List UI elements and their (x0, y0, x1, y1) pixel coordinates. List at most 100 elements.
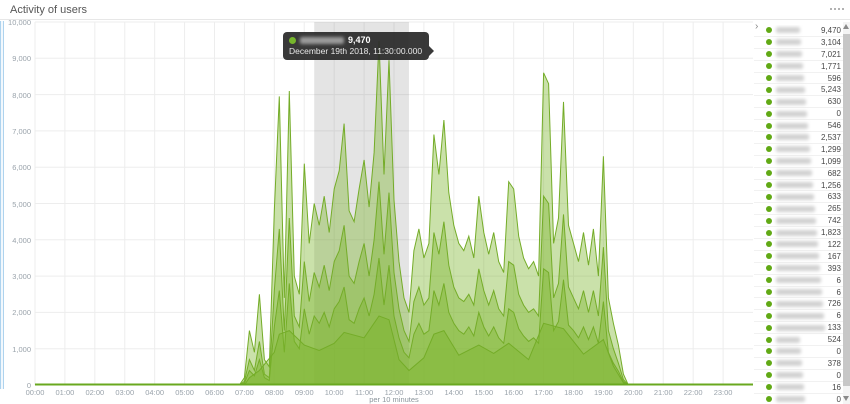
legend-row[interactable]: 1,771 (754, 61, 843, 73)
legend-series-dot-icon (766, 336, 772, 343)
panel-title: Activity of users (10, 4, 88, 16)
y-axis-tick-label: 5,000 (12, 199, 31, 209)
legend-row[interactable]: 3,104 (754, 37, 843, 49)
legend-series-value: 5,243 (820, 85, 841, 95)
y-axis-tick-label: 6,000 (12, 163, 31, 173)
legend-row[interactable]: 726 (754, 298, 843, 311)
legend-series-value: 6 (836, 311, 841, 321)
legend-collapse-icon[interactable]: › (755, 21, 759, 32)
legend-series-value: 167 (827, 251, 841, 261)
legend-row[interactable]: 742 (754, 215, 843, 228)
legend-series-value: 378 (827, 358, 841, 368)
legend-row[interactable]: 682 (754, 168, 843, 180)
legend-row[interactable]: 6 (754, 287, 843, 299)
legend-row[interactable]: 596 (754, 73, 843, 85)
legend-row[interactable]: 378 (754, 358, 843, 370)
legend-row[interactable]: 393 (754, 263, 843, 275)
legend-series-value: 7,021 (820, 49, 841, 59)
legend-row[interactable]: 122 (754, 239, 843, 251)
area-series (35, 258, 753, 385)
legend-series-dot-icon (766, 146, 772, 153)
legend-row[interactable]: 16 (754, 382, 843, 394)
legend-series-value: 0 (836, 370, 841, 380)
panel-header-divider (0, 19, 850, 20)
y-axis-tick-label: 8,000 (12, 90, 31, 100)
x-axis-tick-label: 15:00 (474, 388, 494, 397)
legend-series-label-redacted (776, 265, 820, 272)
y-axis-tick-label: 10,000 (8, 18, 31, 27)
legend-row[interactable]: 633 (754, 191, 843, 204)
legend-row[interactable]: 1,256 (754, 180, 843, 192)
y-axis-tick-label: 4,000 (12, 235, 31, 245)
legend-series-value: 726 (827, 299, 841, 309)
legend-scroll-down-icon[interactable] (843, 396, 849, 401)
legend-series-value: 2,537 (820, 132, 841, 142)
legend-row[interactable]: 7,021 (754, 49, 843, 61)
legend-row[interactable]: 265 (754, 203, 843, 216)
legend-row[interactable]: 6 (754, 310, 843, 323)
area-series-outline (35, 181, 753, 386)
legend-series-value: 524 (827, 335, 841, 345)
x-axis-tick-label: 08:00 (264, 388, 284, 397)
legend-row[interactable]: 133 (754, 322, 843, 335)
panel-options-icon[interactable] (830, 8, 844, 10)
legend-series-dot-icon (766, 289, 772, 296)
legend-series-value: 1,823 (820, 228, 841, 238)
legend-row[interactable]: 2,537 (754, 132, 843, 144)
area-series (35, 181, 753, 385)
legend-series-dot-icon (766, 122, 772, 129)
legend-row[interactable]: 0 (754, 370, 843, 382)
legend-series-label-redacted (776, 98, 806, 105)
legend-series-dot-icon (766, 384, 772, 391)
y-axis-tick-label: 1,000 (12, 344, 31, 354)
legend-row[interactable]: 167 (754, 251, 843, 263)
x-axis-tick-label: 07:00 (235, 388, 254, 397)
x-axis-tick-label: 20:00 (623, 388, 643, 397)
area-series (35, 316, 753, 385)
x-axis-title: per 10 minutes (369, 395, 419, 404)
legend-row[interactable]: 0 (754, 394, 843, 404)
legend-scrollbar-thumb[interactable] (843, 34, 850, 386)
legend-series-label-redacted (776, 39, 801, 46)
legend-series-dot-icon (766, 63, 772, 70)
legend-series-dot-icon (766, 193, 772, 200)
legend-row[interactable]: 1,299 (754, 144, 843, 156)
legend-series-label-redacted (776, 229, 817, 236)
legend-row[interactable]: 5,243 (754, 84, 843, 97)
x-axis-tick-label: 06:00 (205, 388, 224, 397)
legend-row[interactable]: 1,099 (754, 156, 843, 168)
legend-series-label-redacted (776, 277, 821, 284)
x-axis-tick-label: 11:00 (354, 388, 374, 397)
legend-series-dot-icon (766, 253, 772, 260)
legend-series-dot-icon (766, 217, 772, 224)
legend-series-value: 1,771 (820, 61, 841, 71)
legend-row[interactable]: 6 (754, 275, 843, 287)
legend-series-dot-icon (766, 229, 772, 236)
legend-row[interactable]: 9,470 (754, 25, 843, 37)
legend-row[interactable]: 546 (754, 120, 843, 133)
x-axis-tick-label: 01:00 (55, 388, 75, 397)
legend-row[interactable]: 630 (754, 96, 843, 109)
y-axis-tick-label: 3,000 (12, 272, 31, 282)
legend-scroll-up-icon[interactable] (843, 24, 849, 29)
legend-series-value: 742 (827, 216, 841, 226)
legend-series-dot-icon (766, 75, 772, 81)
legend-series-label-redacted (776, 312, 824, 319)
legend-row[interactable]: 0 (754, 108, 843, 121)
legend-series-dot-icon (766, 241, 772, 248)
legend-series-label-redacted (776, 300, 823, 307)
legend-row[interactable]: 0 (754, 346, 843, 358)
area-series-outline (35, 41, 753, 386)
legend-row[interactable]: 524 (754, 334, 843, 347)
tooltip-caret (429, 46, 435, 56)
x-axis-tick-label: 18:00 (564, 388, 583, 397)
legend-series-value: 6 (836, 275, 841, 285)
legend-series-label-redacted (776, 122, 808, 129)
legend-series-dot-icon (766, 265, 772, 272)
legend-row[interactable]: 1,823 (754, 227, 843, 240)
legend-series-dot-icon (766, 27, 772, 34)
x-axis-tick-label: 17:00 (534, 388, 553, 397)
legend-series-value: 1,256 (820, 180, 841, 190)
